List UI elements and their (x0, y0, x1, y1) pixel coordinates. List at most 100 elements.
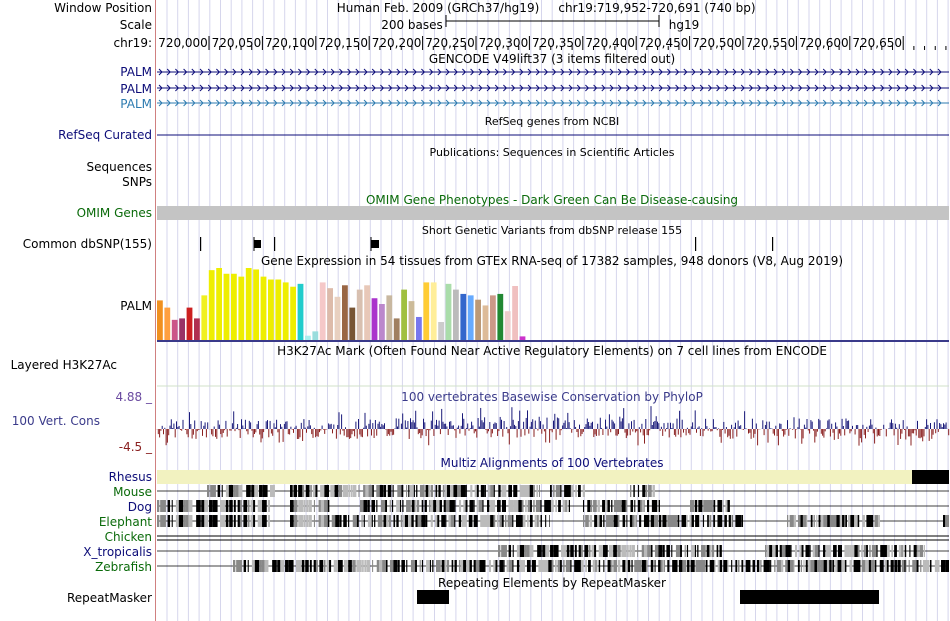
multiz-elephant-block (673, 515, 677, 527)
multiz-zebrafish-block (309, 560, 312, 572)
multiz-zebrafish-block (588, 560, 591, 572)
repeatmasker-track-label[interactable]: RepeatMasker (66, 591, 152, 605)
multiz-xtropicalis-block (608, 545, 613, 557)
dbsnp-track-label[interactable]: Common dbSNP(155) (22, 237, 152, 251)
strand-chevron (740, 84, 745, 92)
strand-chevron (470, 68, 475, 76)
strand-chevron (289, 68, 294, 76)
multiz-dog-block (327, 500, 330, 512)
multiz-species-xtropicalis[interactable]: X_tropicalis (83, 545, 152, 559)
multiz-zebrafish-block (613, 560, 618, 572)
multiz-xtropicalis-block (863, 545, 867, 557)
strand-chevron (822, 99, 827, 107)
multiz-species-zebrafish[interactable]: Zebrafish (95, 560, 152, 574)
multiz-xtropicalis-block (869, 545, 871, 557)
multiz-zebrafish-block (285, 560, 289, 572)
multiz-xtropicalis-block (580, 545, 583, 557)
multiz-species-elephant[interactable]: Elephant (98, 515, 152, 529)
multiz-elephant-block (647, 515, 650, 527)
multiz-mouse-block (570, 485, 574, 497)
multiz-xtropicalis-block (686, 545, 689, 557)
multiz-species-rhesus[interactable]: Rhesus (108, 470, 152, 484)
strand-chevron (790, 99, 795, 107)
gencode-item-2-label[interactable]: PALM (120, 82, 152, 96)
multiz-zebrafish-block (723, 560, 728, 572)
multiz-zebrafish-block (922, 560, 928, 572)
strand-chevron (470, 99, 475, 107)
strand-chevron (560, 68, 565, 76)
strand-chevron (732, 68, 737, 76)
multiz-dog-block (223, 500, 225, 512)
multiz-dog-block (637, 500, 642, 512)
multiz-mouse-block (438, 485, 441, 497)
gtex-gene-label[interactable]: PALM (120, 299, 152, 313)
gtex-tissue-bar (171, 319, 178, 340)
strand-chevron (740, 68, 745, 76)
multiz-species-chicken[interactable]: Chicken (104, 530, 152, 544)
snps-track-label[interactable]: SNPs (122, 175, 152, 189)
gtex-tissue-bar (194, 318, 200, 340)
multiz-xtropicalis-block (826, 545, 830, 557)
multiz-dog-block (621, 500, 626, 512)
multiz-elephant-block (294, 515, 298, 527)
strand-chevron (708, 84, 713, 92)
multiz-elephant-block (617, 515, 620, 527)
multiz-zebrafish-block (512, 560, 514, 572)
refseq-track-label[interactable]: RefSeq Curated (58, 128, 152, 142)
strand-chevron (494, 68, 499, 76)
phylop-track-label[interactable]: 100 Vert. Cons (11, 414, 100, 428)
strand-chevron (380, 68, 385, 76)
strand-chevron (921, 84, 926, 92)
sequences-track-label[interactable]: Sequences (86, 160, 152, 174)
gtex-tissue-bar (282, 282, 289, 340)
multiz-dog-block (215, 500, 218, 512)
strand-chevron (396, 99, 401, 107)
multiz-elephant-block (866, 515, 872, 527)
multiz-dog-block (219, 500, 225, 512)
multiz-elephant-block (585, 515, 589, 527)
multiz-zebrafish-block (359, 560, 362, 572)
multiz-mouse-block (642, 485, 646, 497)
multiz-xtropicalis-block (703, 545, 706, 557)
gtex-tissue-bar (319, 282, 326, 340)
multiz-xtropicalis-block (617, 545, 621, 557)
strand-chevron (363, 99, 368, 107)
multiz-zebrafish-block (890, 560, 894, 572)
multiz-xtropicalis-block (794, 545, 798, 557)
multiz-elephant-block (243, 515, 248, 527)
h3k27ac-track-label[interactable]: Layered H3K27Ac (10, 358, 117, 372)
multiz-mouse-block (630, 485, 632, 497)
multiz-dog-block (318, 500, 321, 512)
multiz-dog-block (431, 500, 436, 512)
multiz-xtropicalis-block (837, 545, 843, 557)
gtex-tissue-bar (475, 299, 481, 340)
strand-chevron (765, 68, 770, 76)
strand-chevron (199, 68, 204, 76)
gencode-item-1-label[interactable]: PALM (120, 65, 152, 79)
multiz-zebrafish-block (295, 560, 301, 572)
multiz-mouse-block (555, 485, 561, 497)
multiz-dog-block (225, 500, 229, 512)
multiz-elephant-block (301, 515, 304, 527)
multiz-elephant-block (320, 515, 326, 527)
omim-track-label[interactable]: OMIM Genes (76, 206, 152, 220)
strand-chevron (708, 99, 713, 107)
multiz-xtropicalis-block (767, 545, 772, 557)
strand-chevron (314, 68, 319, 76)
strand-chevron (847, 99, 852, 107)
multiz-mouse-block (352, 485, 357, 497)
multiz-dog-block (294, 500, 298, 512)
gencode-item-3-label[interactable]: PALM (120, 97, 152, 111)
multiz-zebrafish-block (820, 560, 825, 572)
multiz-elephant-block (527, 515, 529, 527)
multiz-species-mouse[interactable]: Mouse (113, 485, 152, 499)
strand-chevron (732, 99, 737, 107)
multiz-elephant-block (848, 515, 851, 527)
multiz-elephant-block (223, 515, 225, 527)
multiz-zebrafish-block (463, 560, 467, 572)
multiz-species-dog[interactable]: Dog (127, 500, 152, 514)
multiz-zebrafish-block (343, 560, 348, 572)
multiz-xtropicalis-block (584, 545, 589, 557)
multiz-dog-block (414, 500, 417, 512)
